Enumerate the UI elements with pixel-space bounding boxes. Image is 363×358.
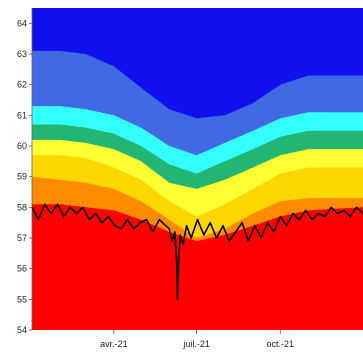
x-tick-label: oct.-21 xyxy=(266,339,294,349)
y-tick-label: 56 xyxy=(17,264,27,274)
y-tick-label: 59 xyxy=(17,172,27,182)
band-area-0 xyxy=(32,204,363,330)
series-line-0 xyxy=(31,203,363,301)
y-tick-label: 58 xyxy=(17,202,27,212)
y-tick-label: 63 xyxy=(17,49,27,59)
y-ticks-layer: 54 55 56 57 58 59 60 61 62 63 64 xyxy=(17,18,32,335)
y-tick-label: 64 xyxy=(17,18,27,28)
series-layer xyxy=(31,203,363,301)
y-tick-label: 55 xyxy=(17,294,27,304)
y-tick-label: 60 xyxy=(17,141,27,151)
y-tick-label: 61 xyxy=(17,110,27,120)
bands-layer xyxy=(32,8,363,331)
y-tick-label: 62 xyxy=(17,80,27,90)
x-tick-label: juil.-21 xyxy=(182,339,210,349)
y-tick-label: 57 xyxy=(17,233,27,243)
x-tick-label: avr.-21 xyxy=(100,339,128,349)
y-tick-label: 54 xyxy=(17,325,27,335)
x-ticks-layer: avr.-21 juil.-21 oct.-21 xyxy=(100,330,294,349)
